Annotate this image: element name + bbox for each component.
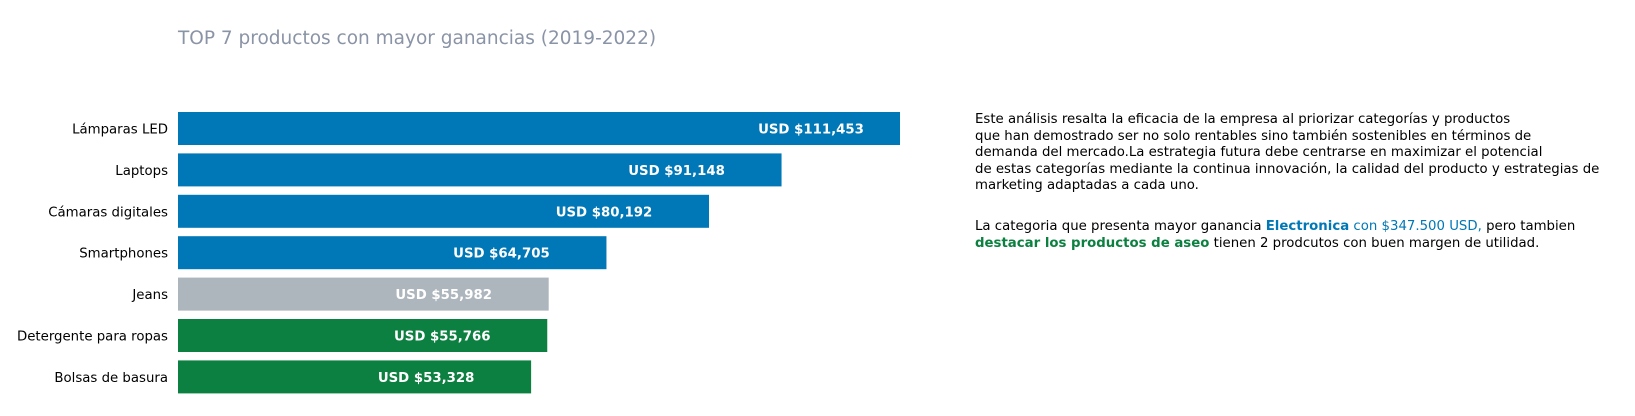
analysis-line: Este análisis resalta la eficacia de la … xyxy=(975,112,1511,127)
bar-chart: Lámparas LED USD $111,453 Laptops USD $91,1… xyxy=(17,112,900,394)
bar xyxy=(178,153,782,187)
category-label: Detergente para ropas xyxy=(17,330,168,345)
category-label: Cámaras digitales xyxy=(48,204,168,220)
bar xyxy=(178,360,532,394)
category-label: Jeans xyxy=(131,288,168,303)
analysis-line: que han demostrado ser no solo rentables… xyxy=(975,128,1532,144)
highlight-aseo: destacar los productos de aseo xyxy=(975,235,1210,251)
value-label: USD $91,148 xyxy=(628,164,725,179)
highlight-electronica: Electronica xyxy=(1265,219,1350,234)
category-line-2: destacar los productos de aseo tienen 2 … xyxy=(975,236,1575,253)
bar xyxy=(178,319,548,352)
value-label: USD $64,705 xyxy=(453,247,550,262)
value-label: USD $111,453 xyxy=(758,123,864,138)
category-label: Laptops xyxy=(115,164,168,179)
category-label: Lámparas LED xyxy=(72,122,168,138)
category-paragraph: La categoria que presenta mayor ganancia… xyxy=(975,219,1575,252)
value-label: USD $80,192 xyxy=(556,205,653,220)
analysis-line: de estas categorías mediante la continua… xyxy=(975,161,1600,177)
category-label: Smartphones xyxy=(79,247,168,262)
bar xyxy=(178,194,710,228)
chart-title: TOP 7 productos con mayor ganancias (201… xyxy=(178,28,657,49)
analysis-line: marketing adaptadas a cada uno. xyxy=(975,178,1199,194)
highlight-amount: con $347.500 USD, xyxy=(1349,219,1482,234)
analysis-line: demanda del mercado.La estrategia futura… xyxy=(975,145,1543,161)
category-label: Bolsas de basura xyxy=(54,371,168,386)
value-label: USD $53,328 xyxy=(378,371,475,386)
bar xyxy=(178,112,900,145)
bar xyxy=(178,277,549,311)
value-label: USD $55,982 xyxy=(395,288,492,303)
category-line-1: La categoria que presenta mayor ganancia… xyxy=(975,219,1575,236)
category-text: tienen 2 prodcutos con buen margen de ut… xyxy=(1209,235,1540,251)
value-label: USD $55,766 xyxy=(394,330,491,345)
bar xyxy=(178,236,607,270)
analysis-paragraph: Este análisis resalta la eficacia de la … xyxy=(975,112,1599,195)
category-text: La categoria que presenta mayor ganancia xyxy=(975,219,1266,234)
category-text: pero tambien xyxy=(1481,219,1576,234)
